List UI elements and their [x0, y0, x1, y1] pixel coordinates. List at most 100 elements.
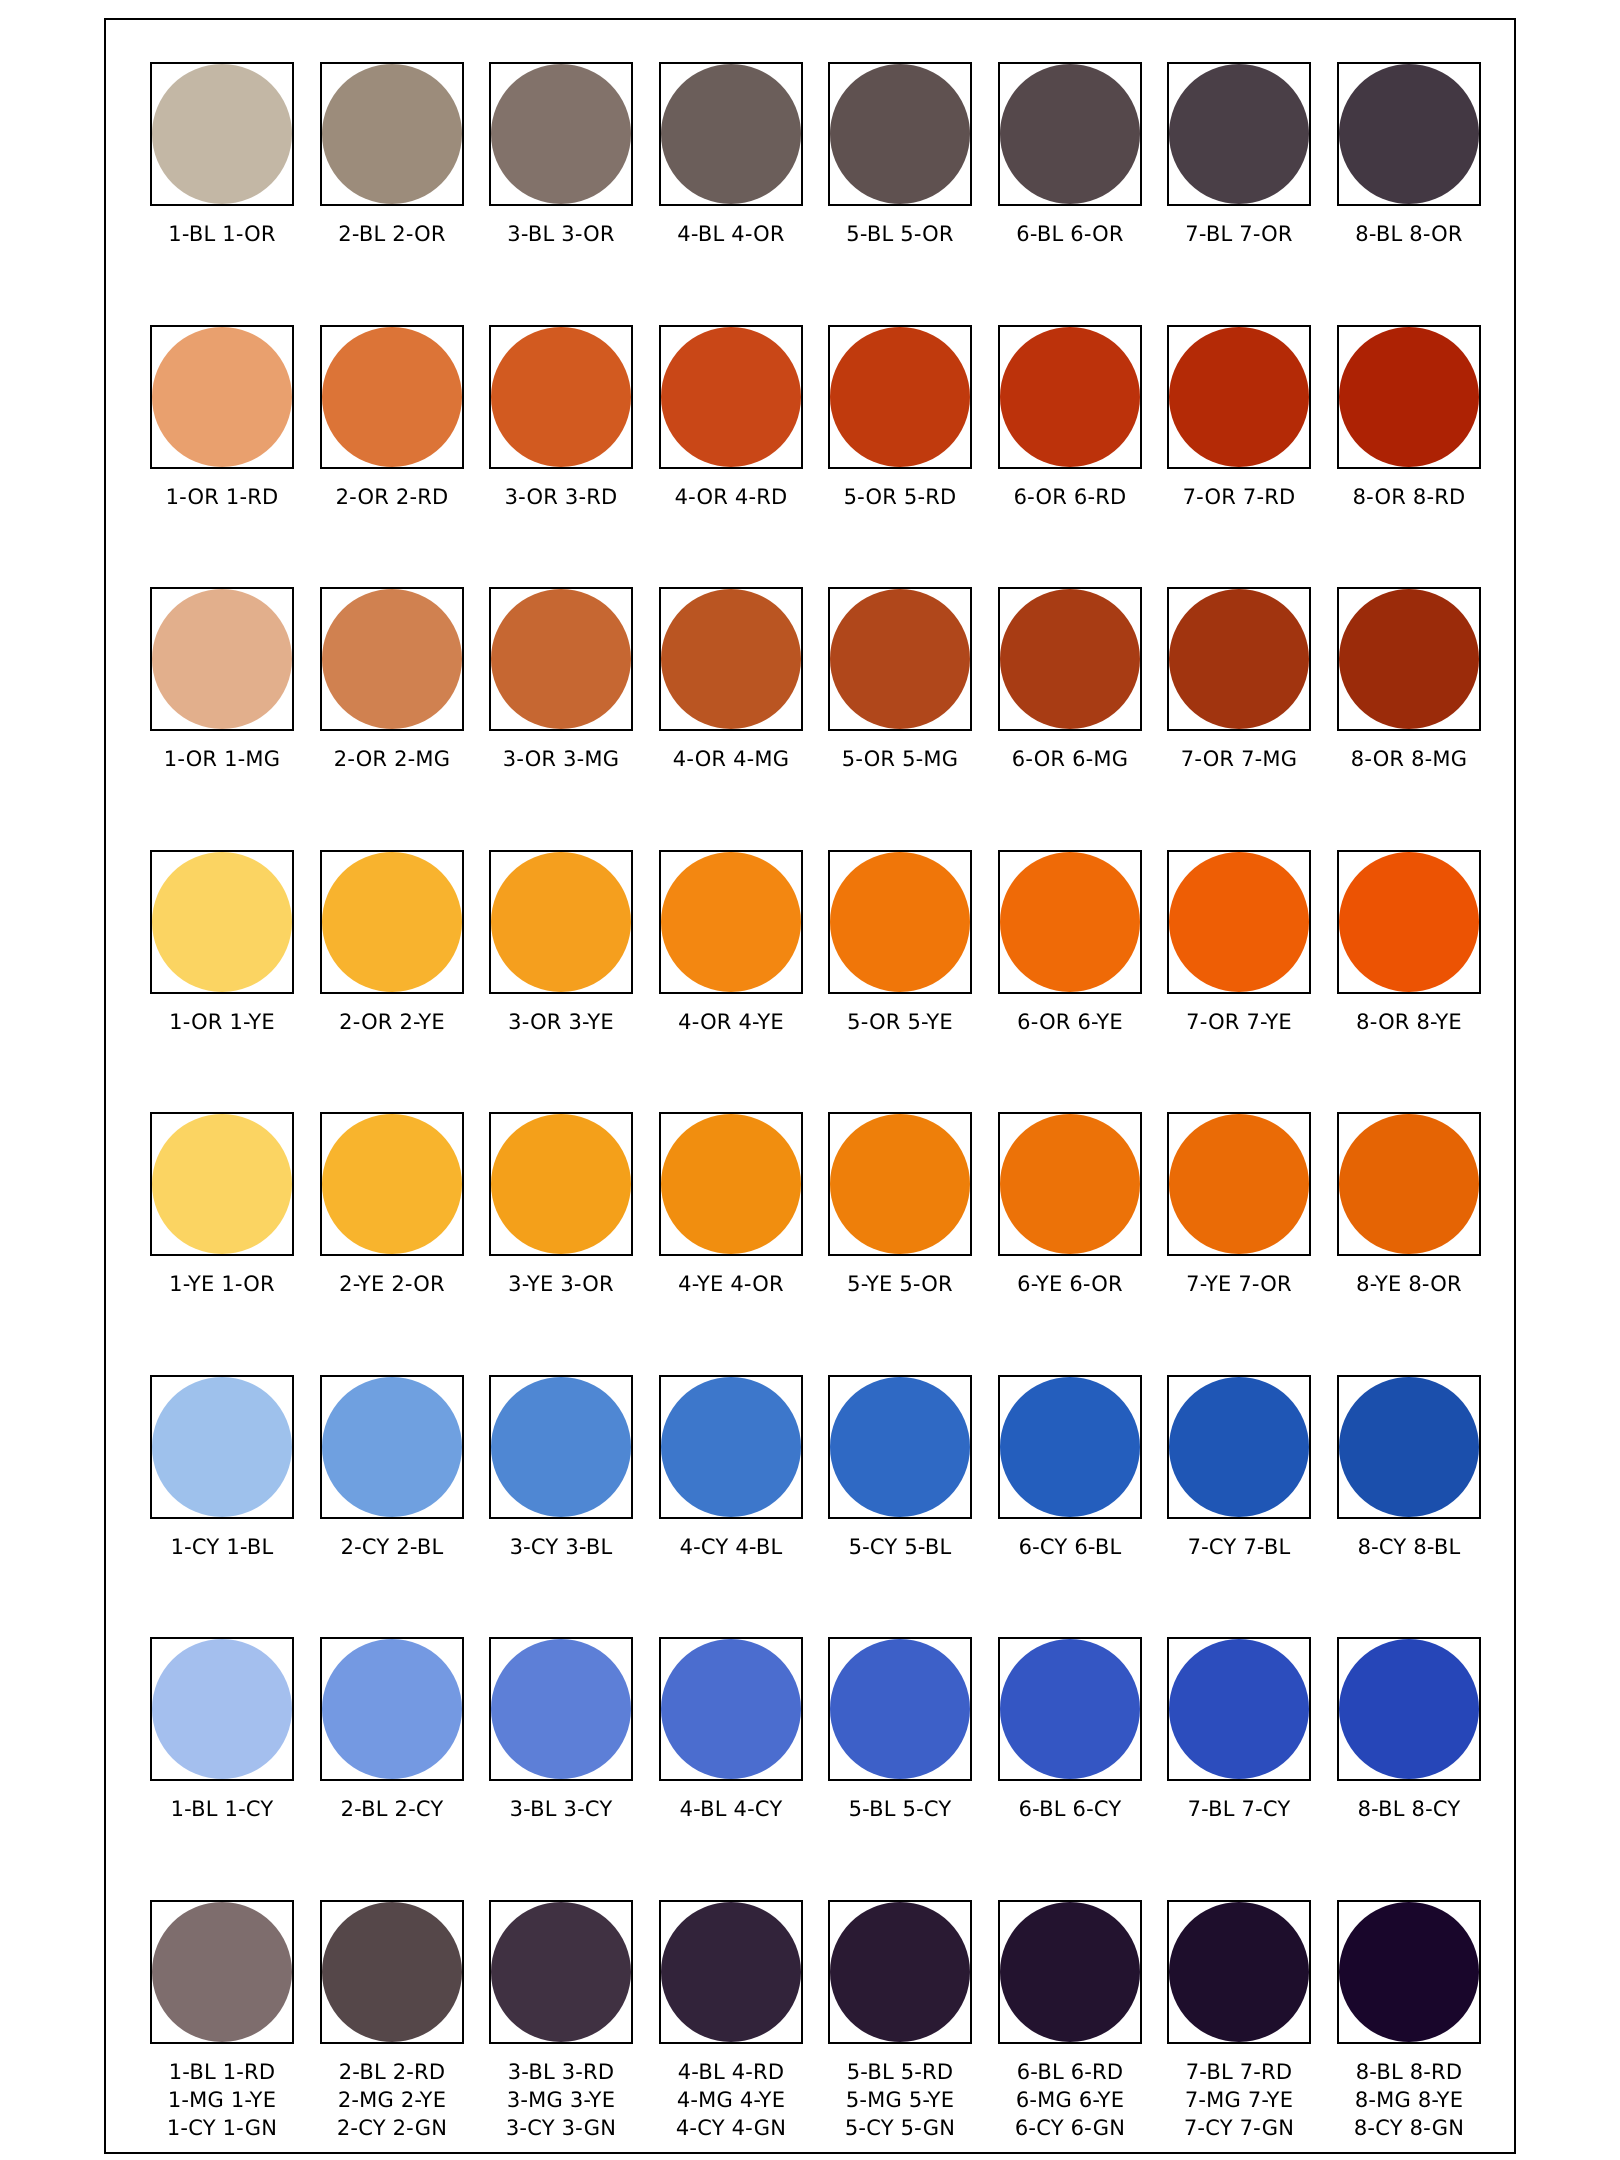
color-circle: [152, 1639, 292, 1779]
swatch-label: 4-OR 4-MG: [672, 747, 790, 771]
color-swatch: 2-OR 2-RD: [320, 325, 464, 511]
color-swatch: 7-BL 7-CY: [1167, 1637, 1311, 1823]
color-swatch: 6-BL 6-CY: [998, 1637, 1142, 1823]
color-swatch: 3-OR 3-RD: [489, 325, 633, 511]
swatch-label: 5-OR 5-RD: [843, 485, 957, 509]
swatch-box: [1167, 1375, 1311, 1519]
swatch-label-line: 3-BL 3-RD: [507, 2060, 615, 2084]
swatch-box: [659, 1900, 803, 2044]
swatch-box: [659, 587, 803, 731]
swatch-label-line: 2-BL 2-RD: [338, 2060, 446, 2084]
swatch-label: 8-YE 8-OR: [1356, 1272, 1462, 1296]
color-circle: [152, 852, 292, 992]
swatch-box: [659, 325, 803, 469]
swatch-label: 4-CY 4-BL: [679, 1535, 783, 1559]
color-circle: [830, 852, 970, 992]
swatch-box: [828, 1900, 972, 2044]
swatch-box: [489, 850, 633, 994]
color-circle: [1339, 852, 1479, 992]
page-frame: [104, 18, 1516, 2154]
color-circle: [322, 852, 462, 992]
color-circle: [661, 1639, 801, 1779]
swatch-label: 5-OR 5-MG: [841, 747, 959, 771]
swatch-label-line: 3-MG 3-YE: [506, 2088, 616, 2112]
swatch-label: 8-OR 8-YE: [1356, 1010, 1462, 1034]
swatch-label: 1-YE 1-OR: [169, 1272, 275, 1296]
swatch-label: 3-YE 3-OR: [508, 1272, 614, 1296]
swatch-box: [1167, 325, 1311, 469]
color-circle: [322, 589, 462, 729]
color-circle: [491, 852, 631, 992]
swatch-label: 7-BL 7-OR: [1185, 222, 1293, 246]
swatch-label: 7-BL 7-CY: [1187, 1797, 1291, 1821]
swatch-box: [998, 325, 1142, 469]
color-swatch: 3-YE 3-OR: [489, 1112, 633, 1298]
color-swatch: 4-BL 4-RD 4-MG 4-YE 4-CY 4-GN: [659, 1900, 803, 2142]
color-circle: [152, 1902, 292, 2042]
swatch-label: 1-BL 1-OR: [168, 222, 276, 246]
swatch-label-line: 3-CY 3-GN: [505, 2116, 617, 2140]
color-swatch: 4-BL 4-OR: [659, 62, 803, 248]
swatch-label: 8-OR 8-MG: [1350, 747, 1468, 771]
swatch-box: [489, 62, 633, 206]
color-swatch: 5-YE 5-OR: [828, 1112, 972, 1298]
swatch-box: [1337, 1375, 1481, 1519]
swatch-box: [1337, 1637, 1481, 1781]
color-swatch: 7-YE 7-OR: [1167, 1112, 1311, 1298]
swatch-label-line: 7-BL 7-RD: [1185, 2060, 1293, 2084]
color-circle: [830, 1377, 970, 1517]
color-swatch: 6-CY 6-BL: [998, 1375, 1142, 1561]
swatch-label: 2-CY 2-BL: [340, 1535, 444, 1559]
swatch-box: [320, 1112, 464, 1256]
swatch-label-line: 8-CY 8-GN: [1353, 2116, 1465, 2140]
color-swatch: 3-OR 3-YE: [489, 850, 633, 1036]
swatch-box: [828, 1637, 972, 1781]
color-swatch: 8-BL 8-RD 8-MG 8-YE 8-CY 8-GN: [1337, 1900, 1481, 2142]
swatch-box: [150, 1375, 294, 1519]
swatch-label-line: 5-BL 5-RD: [846, 2060, 954, 2084]
swatch-label-line: 6-CY 6-GN: [1014, 2116, 1126, 2140]
color-swatch: 1-OR 1-YE: [150, 850, 294, 1036]
color-swatch: 8-OR 8-RD: [1337, 325, 1481, 511]
color-circle: [830, 64, 970, 204]
color-swatch: 5-BL 5-CY: [828, 1637, 972, 1823]
color-circle: [661, 1114, 801, 1254]
swatch-box: [828, 1112, 972, 1256]
swatch-box: [489, 1637, 633, 1781]
swatch-box: [1337, 325, 1481, 469]
swatch-box: [1167, 587, 1311, 731]
color-swatch: 1-YE 1-OR: [150, 1112, 294, 1298]
color-swatch: 4-BL 4-CY: [659, 1637, 803, 1823]
swatch-box: [320, 1375, 464, 1519]
color-circle: [1000, 1639, 1140, 1779]
swatch-label: 1-CY 1-BL: [170, 1535, 274, 1559]
color-swatch: 1-BL 1-CY: [150, 1637, 294, 1823]
swatch-box: [150, 850, 294, 994]
swatch-box: [150, 1637, 294, 1781]
color-circle: [1000, 589, 1140, 729]
color-swatch: 7-BL 7-RD 7-MG 7-YE 7-CY 7-GN: [1167, 1900, 1311, 2142]
swatch-label: 5-OR 5-YE: [847, 1010, 953, 1034]
swatch-box: [998, 1637, 1142, 1781]
color-circle: [322, 327, 462, 467]
color-swatch: 5-OR 5-MG: [828, 587, 972, 773]
color-circle: [1169, 589, 1309, 729]
swatch-label: 4-YE 4-OR: [678, 1272, 784, 1296]
color-swatch: 2-YE 2-OR: [320, 1112, 464, 1298]
color-circle: [322, 1114, 462, 1254]
swatch-box: [1337, 587, 1481, 731]
swatch-box: [489, 1900, 633, 2044]
swatch-box: [998, 1375, 1142, 1519]
color-circle: [830, 1114, 970, 1254]
swatch-box: [998, 1112, 1142, 1256]
swatch-label-line: 6-BL 6-RD: [1016, 2060, 1124, 2084]
swatch-box: [1167, 1900, 1311, 2044]
color-swatch: 2-BL 2-RD 2-MG 2-YE 2-CY 2-GN: [320, 1900, 464, 2142]
swatch-label: 7-OR 7-RD: [1182, 485, 1296, 509]
color-swatch: 4-OR 4-RD: [659, 325, 803, 511]
color-circle: [1339, 589, 1479, 729]
swatch-label: 5-BL 5-RD 5-MG 5-YE 5-CY 5-GN: [828, 2058, 972, 2142]
color-swatch: 8-BL 8-CY: [1337, 1637, 1481, 1823]
color-circle: [322, 1639, 462, 1779]
color-circle: [1000, 64, 1140, 204]
